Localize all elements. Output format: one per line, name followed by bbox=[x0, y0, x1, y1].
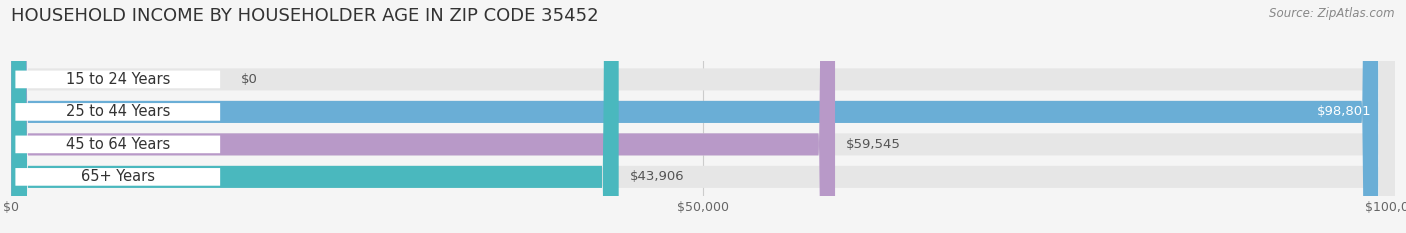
Text: Source: ZipAtlas.com: Source: ZipAtlas.com bbox=[1270, 7, 1395, 20]
FancyBboxPatch shape bbox=[15, 136, 221, 153]
FancyBboxPatch shape bbox=[11, 0, 1395, 233]
Text: 45 to 64 Years: 45 to 64 Years bbox=[66, 137, 170, 152]
FancyBboxPatch shape bbox=[11, 0, 1395, 233]
FancyBboxPatch shape bbox=[15, 168, 221, 186]
FancyBboxPatch shape bbox=[11, 0, 619, 233]
Text: HOUSEHOLD INCOME BY HOUSEHOLDER AGE IN ZIP CODE 35452: HOUSEHOLD INCOME BY HOUSEHOLDER AGE IN Z… bbox=[11, 7, 599, 25]
Text: $43,906: $43,906 bbox=[630, 170, 685, 183]
Text: $59,545: $59,545 bbox=[846, 138, 901, 151]
Text: 15 to 24 Years: 15 to 24 Years bbox=[66, 72, 170, 87]
Text: 25 to 44 Years: 25 to 44 Years bbox=[66, 104, 170, 119]
FancyBboxPatch shape bbox=[11, 0, 1378, 233]
FancyBboxPatch shape bbox=[11, 0, 1395, 233]
Text: $98,801: $98,801 bbox=[1316, 105, 1371, 118]
Text: $0: $0 bbox=[240, 73, 257, 86]
FancyBboxPatch shape bbox=[11, 0, 1395, 233]
FancyBboxPatch shape bbox=[11, 0, 835, 233]
Text: 65+ Years: 65+ Years bbox=[80, 169, 155, 184]
FancyBboxPatch shape bbox=[15, 71, 221, 88]
FancyBboxPatch shape bbox=[15, 103, 221, 121]
